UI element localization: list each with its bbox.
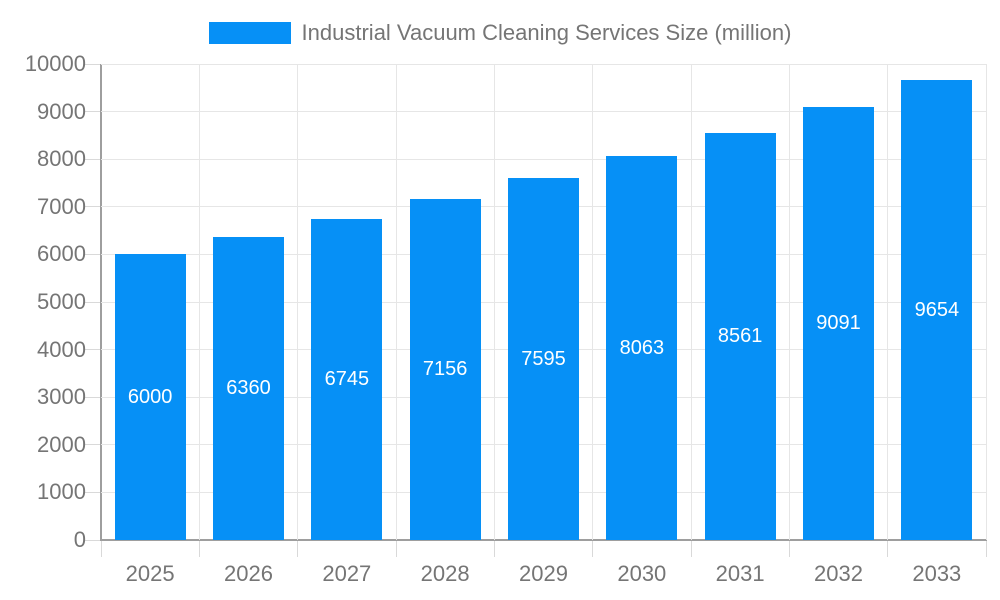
y-tick-label: 10000 [24, 51, 86, 76]
v-gridline [493, 64, 495, 540]
x-tick [493, 541, 495, 557]
y-tick-label: 9000 [37, 98, 86, 124]
h-gridline [101, 111, 986, 113]
bar-value-label: 8561 [717, 324, 763, 347]
y-tick-label: 7000 [37, 193, 86, 219]
x-tick [788, 541, 790, 557]
x-tick-label: 2027 [322, 561, 372, 586]
x-tick [592, 541, 594, 557]
bar-value-label: 6745 [324, 367, 370, 390]
y-tick [85, 539, 100, 541]
bar-value-label: 7595 [521, 347, 566, 370]
x-tick-label: 2030 [617, 561, 667, 586]
y-tick [85, 206, 100, 208]
bar-value-label: 6360 [226, 377, 271, 400]
h-gridline [101, 158, 986, 160]
bar: 9091 [803, 107, 874, 540]
x-tick [887, 541, 889, 557]
x-tick-label: 2033 [912, 561, 962, 586]
y-tick-label: 5000 [37, 289, 86, 314]
x-tick-label: 2031 [715, 561, 765, 586]
x-axis-line [100, 539, 987, 541]
y-tick [85, 63, 100, 65]
x-tick [100, 541, 102, 557]
legend[interactable]: Industrial Vacuum Cleaning Services Size… [0, 20, 1000, 45]
v-gridline [887, 64, 889, 540]
y-tick-label: 8000 [37, 146, 86, 172]
v-gridline [198, 64, 200, 540]
y-tick [85, 253, 100, 255]
bar-value-label: 6000 [127, 385, 173, 408]
y-tick-label: 4000 [37, 336, 86, 362]
y-tick-label: 3000 [37, 384, 86, 410]
bar: 8561 [704, 132, 776, 540]
h-gridline [101, 63, 986, 65]
bar: 7156 [409, 199, 481, 540]
legend-label: Industrial Vacuum Cleaning Services Size… [301, 20, 792, 45]
bar: 6000 [114, 254, 186, 540]
x-tick-label: 2032 [814, 561, 863, 586]
v-gridline [690, 64, 692, 540]
x-tick [690, 541, 692, 557]
y-tick [85, 396, 100, 398]
bar: 8063 [606, 156, 678, 540]
y-tick [85, 491, 100, 493]
y-tick [85, 111, 100, 113]
x-tick [198, 541, 200, 557]
x-tick-label: 2025 [125, 561, 175, 586]
y-tick [85, 444, 100, 446]
v-gridline [788, 64, 790, 540]
x-tick [297, 541, 299, 557]
bar-value-label: 7156 [422, 358, 468, 381]
plot-area: 6000 6360 6745 7156 7595 8063 8561 9091 9654 [85, 63, 987, 557]
legend-swatch [208, 21, 291, 44]
v-gridline [592, 64, 594, 540]
bar-value-label: 9654 [914, 298, 960, 321]
bar-value-label: 8063 [619, 336, 665, 359]
bar: 6745 [311, 218, 383, 540]
y-tick [85, 158, 100, 160]
v-gridline [297, 64, 299, 540]
y-tick-label: 0 [73, 527, 86, 552]
bar: 6360 [213, 237, 284, 540]
x-tick-label: 2028 [420, 561, 470, 586]
y-tick-label: 2000 [37, 431, 86, 457]
y-tick-label: 6000 [37, 241, 86, 267]
y-tick [85, 301, 100, 303]
x-tick-label: 2029 [519, 561, 568, 586]
x-tick [395, 541, 397, 557]
v-gridline [985, 64, 987, 540]
x-tick [985, 541, 987, 557]
y-tick [85, 349, 100, 351]
bar-value-label: 9091 [816, 312, 861, 335]
y-tick-label: 1000 [37, 479, 86, 505]
v-gridline [395, 64, 397, 540]
bar: 9654 [901, 80, 973, 540]
bar: 7595 [508, 178, 579, 540]
x-tick-label: 2026 [224, 561, 273, 586]
